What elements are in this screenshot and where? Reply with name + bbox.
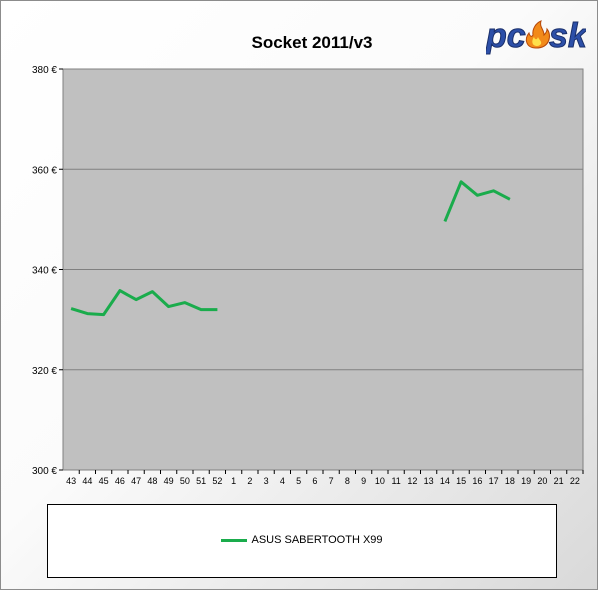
y-tick-label: 320 € xyxy=(32,366,57,377)
chart-title: Socket 2011/v3 xyxy=(252,33,373,52)
svg-text:sk: sk xyxy=(549,17,586,55)
y-tick-label: 380 € xyxy=(32,65,57,76)
x-tick-label: 16 xyxy=(472,476,482,486)
legend-swatch xyxy=(221,539,247,542)
x-tick-label: 18 xyxy=(505,476,515,486)
x-tick-label: 52 xyxy=(212,476,222,486)
y-axis: 300 € 320 € 340 € 360 € 380 € xyxy=(32,65,63,477)
x-tick-label: 14 xyxy=(440,476,450,486)
x-tick-label: 13 xyxy=(424,476,434,486)
pcesk-logo: pc sk xyxy=(486,15,586,60)
x-tick-label: 19 xyxy=(521,476,531,486)
x-tick-label: 51 xyxy=(196,476,206,486)
x-tick-label: 47 xyxy=(131,476,141,486)
x-tick-label: 49 xyxy=(164,476,174,486)
x-tick-label: 7 xyxy=(329,476,334,486)
x-tick-label: 48 xyxy=(147,476,157,486)
x-tick-label: 43 xyxy=(66,476,76,486)
x-tick-label: 22 xyxy=(570,476,580,486)
x-tick-label: 6 xyxy=(312,476,317,486)
x-tick-label: 50 xyxy=(180,476,190,486)
legend: ASUS SABERTOOTH X99 xyxy=(47,504,557,578)
x-tick-label: 45 xyxy=(99,476,109,486)
x-tick-label: 17 xyxy=(489,476,499,486)
x-tick-label: 12 xyxy=(407,476,417,486)
x-tick-label: 2 xyxy=(247,476,252,486)
x-tick-label: 4 xyxy=(280,476,285,486)
y-tick-label: 300 € xyxy=(32,466,57,477)
x-tick-label: 5 xyxy=(296,476,301,486)
legend-entry: ASUS SABERTOOTH X99 xyxy=(48,534,556,546)
x-tick-label: 11 xyxy=(391,476,400,486)
x-tick-label: 20 xyxy=(537,476,547,486)
pcesk-logo-icon: pc sk xyxy=(486,15,586,55)
svg-text:pc: pc xyxy=(486,17,526,55)
flame-icon xyxy=(526,21,549,48)
x-tick-label: 21 xyxy=(554,476,564,486)
x-tick-label: 8 xyxy=(345,476,350,486)
legend-label: ASUS SABERTOOTH X99 xyxy=(251,534,382,546)
x-tick-label: 46 xyxy=(115,476,125,486)
x-tick-label: 3 xyxy=(264,476,269,486)
x-tick-label: 1 xyxy=(231,476,236,486)
y-tick-label: 340 € xyxy=(32,266,57,277)
x-tick-label: 15 xyxy=(456,476,466,486)
x-tick-label: 9 xyxy=(361,476,366,486)
y-tick-label: 360 € xyxy=(32,165,57,176)
x-tick-label: 44 xyxy=(82,476,92,486)
x-tick-label: 10 xyxy=(375,476,385,486)
